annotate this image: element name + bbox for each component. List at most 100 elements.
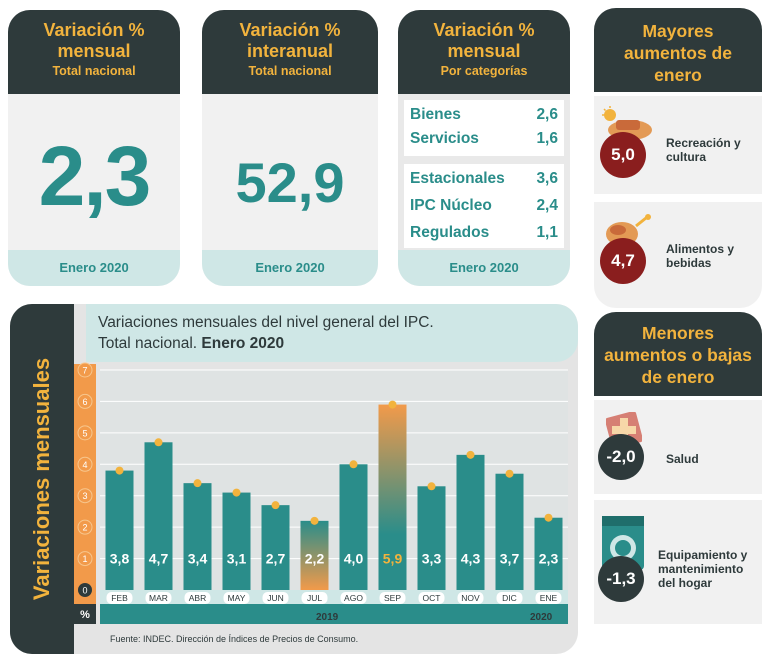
- chart-title-line2: Total nacional. Enero 2020: [98, 333, 566, 354]
- bar-top-marker: [505, 469, 514, 478]
- month-label: DIC: [502, 593, 517, 603]
- card-footer: Enero 2020: [398, 250, 570, 286]
- card-footer: Enero 2020: [8, 250, 180, 286]
- bar: [105, 470, 134, 590]
- category-value: 1,6: [536, 130, 558, 147]
- mayores-aumentos-panel: Mayores aumentos de enero 5,0 Recreación…: [594, 8, 762, 308]
- panel-header: Mayores aumentos de enero: [594, 8, 762, 92]
- y-tick-marker: [78, 583, 92, 597]
- card-title: Variación % mensual: [43, 20, 145, 61]
- month-label: MAR: [149, 593, 168, 603]
- chart-card: Variaciones mensuales Variaciones mensua…: [10, 304, 578, 654]
- value-interanual: 52,9: [235, 151, 345, 214]
- bar-value-label: 3,4: [188, 551, 208, 567]
- y-tick-marker: [77, 551, 93, 567]
- bar-top-marker: [271, 501, 280, 510]
- month-label: JUN: [267, 593, 284, 603]
- bar-top-marker: [310, 516, 319, 525]
- badge-value: -1,3: [598, 556, 644, 602]
- bar-value-label: 3,7: [500, 551, 520, 567]
- bar-top-marker: [544, 513, 553, 522]
- bar: [144, 442, 173, 590]
- category-row: IPC Núcleo 2,4: [404, 197, 564, 224]
- bar-top-marker: [115, 466, 124, 475]
- card-footer: Enero 2020: [202, 250, 378, 286]
- x-axis-band: [100, 604, 568, 624]
- card-title: Variación % interanual: [239, 20, 341, 61]
- bar-value-label: 3,1: [227, 551, 247, 567]
- badge-value: 5,0: [600, 132, 646, 178]
- category-row: Estacionales 3,6: [404, 170, 564, 197]
- month-label: MAY: [228, 593, 246, 603]
- category-value: 2,4: [536, 197, 558, 214]
- category-row: Regulados 1,1: [404, 224, 564, 251]
- card-subtitle: Total nacional: [52, 64, 136, 78]
- bar-top-marker: [193, 479, 202, 488]
- month-pill: [184, 592, 211, 604]
- badge-value: -2,0: [598, 434, 644, 480]
- bar-value-label: 2,2: [305, 551, 325, 567]
- y-tick-label: 6: [82, 397, 87, 407]
- bar: [456, 454, 485, 590]
- bar: [339, 464, 368, 590]
- category-value: 1,1: [536, 224, 558, 241]
- bar-value-label: 4,3: [461, 551, 481, 567]
- bar-value-label: 4,0: [344, 551, 364, 567]
- categories-block-goods-services: Bienes 2,6 Servicios 1,6: [404, 100, 564, 156]
- chart-title-plain: Total nacional.: [98, 335, 202, 352]
- y-tick-marker: [77, 362, 93, 378]
- y-tick-marker: [77, 488, 93, 504]
- chart-title-bold: Enero 2020: [201, 335, 285, 352]
- chart-title-line1: Variaciones mensuales del nivel general …: [98, 314, 434, 331]
- month-pill: [535, 592, 562, 604]
- month-pill: [496, 592, 523, 604]
- card-variacion-categorias: Variación % mensual Por categorías Biene…: [398, 10, 570, 286]
- bar-value-label: 3,8: [110, 551, 130, 567]
- card-header: Variación % mensual Total nacional: [8, 10, 180, 94]
- year-2020-label: 2020: [530, 612, 553, 623]
- y-tick-label: 2: [82, 523, 87, 533]
- x-axis-strip: [100, 590, 568, 604]
- month-pill: [301, 592, 328, 604]
- category-label: IPC Núcleo: [410, 197, 492, 214]
- bar-value-label: 4,7: [149, 551, 169, 567]
- card-header: Variación % interanual Total nacional: [202, 10, 378, 94]
- month-pill: [145, 592, 172, 604]
- bar: [417, 486, 446, 590]
- y-tick-label: 5: [82, 428, 87, 438]
- card-variacion-interanual: Variación % interanual Total nacional 52…: [202, 10, 378, 286]
- category-value: 3,6: [536, 170, 558, 187]
- month-label: JUL: [307, 593, 322, 603]
- bar-value-label: 5,9: [383, 551, 403, 567]
- category-row: Bienes 2,6: [404, 106, 564, 130]
- card-header: Variación % mensual Por categorías: [398, 10, 570, 94]
- category-value: 2,6: [536, 106, 558, 123]
- bar-top-marker: [466, 450, 475, 459]
- bar: [495, 473, 524, 590]
- side-item-alimentos: 4,7 Alimentos y bebidas: [594, 202, 762, 308]
- bar-top-marker: [427, 482, 436, 491]
- bar-top-marker: [388, 400, 397, 409]
- y-tick-label: 7: [82, 366, 87, 376]
- chart-side-bar: Variaciones mensuales: [10, 304, 74, 654]
- y-tick-label: 4: [82, 460, 87, 470]
- menores-aumentos-panel: Menores aumentos o bajas de enero -2,0 S…: [594, 312, 762, 652]
- y-tick-marker: [77, 425, 93, 441]
- y-tick-label: 1: [82, 554, 87, 564]
- panel-header: Menores aumentos o bajas de enero: [594, 312, 762, 396]
- card-variacion-mensual: Variación % mensual Total nacional 2,3 E…: [8, 10, 180, 286]
- bar: [261, 505, 290, 590]
- chart-title: Variaciones mensuales del nivel general …: [86, 304, 578, 362]
- month-pill: [457, 592, 484, 604]
- bar: [534, 517, 563, 590]
- chart-plot: % 0 1 2 3 4 5 6 7 3,8 FEB 4,7 MAR 3,4 ABR 3,1 MAY 2,7 JUN 2…: [74, 362, 568, 624]
- y-tick-label: 0: [82, 586, 87, 596]
- y-tick-label: 3: [82, 491, 87, 501]
- month-pill: [379, 592, 406, 604]
- year-2019-label: 2019: [316, 612, 339, 623]
- y-tick-marker: [77, 393, 93, 409]
- bar: [183, 483, 212, 590]
- panel-title: Menores aumentos o bajas de enero: [604, 323, 752, 387]
- month-pill: [340, 592, 367, 604]
- month-label: OCT: [423, 593, 441, 603]
